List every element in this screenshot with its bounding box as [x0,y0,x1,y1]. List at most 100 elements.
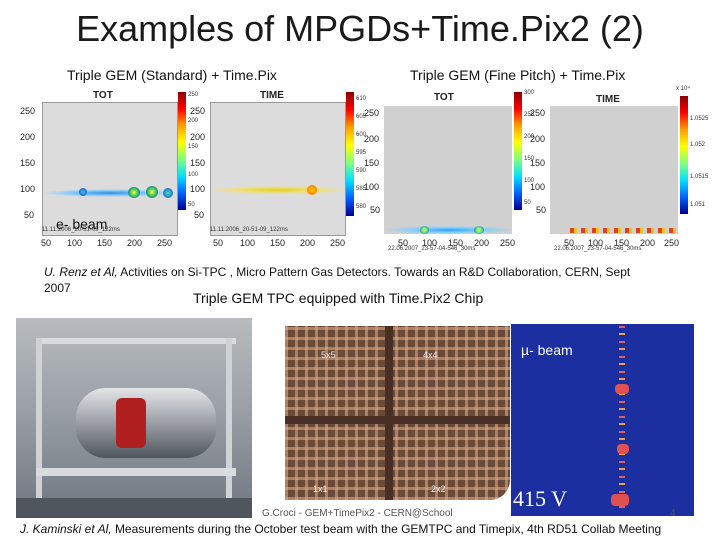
y-tick: 100 [364,182,380,192]
colorbar-tick: 1.0525 [690,116,709,122]
y-tick: 100 [20,184,36,194]
x-tick: 250 [157,238,173,248]
x-tick: 100 [422,238,438,248]
y-tick: 250 [364,108,380,118]
colorbar-tick: 585 [356,186,367,192]
reference-authors: U. Renz et Al, [44,265,118,279]
reference-kaminski: J. Kaminski et Al, Measurements during t… [20,522,661,536]
y-tick: 150 [20,158,36,168]
x-tick: 200 [300,238,316,248]
colorbar-tick: 1.052 [690,142,706,148]
muon-cluster [615,384,629,394]
right-heading: Triple GEM (Fine Pitch) + Time.Pix [410,67,626,83]
x-tick: 100 [240,238,256,248]
hit-cluster [474,226,484,234]
frame-post [36,338,42,508]
tot-plot-title: TOT [93,90,113,101]
x-tick: 50 [213,238,224,248]
y-tick: 50 [194,210,205,220]
page-number: 4 [670,508,676,519]
colorbar-std-time [346,92,354,216]
colorbar-tick: 605 [356,114,367,120]
colorbar-tick: 100 [188,172,199,178]
slide-title: Examples of MPGDs+Time.Pix2 (2) [76,8,644,49]
time-plot-fine [550,106,678,234]
y-tick: 250 [20,106,36,116]
pad-label: 1x1 [313,484,328,494]
hit-cluster [420,226,429,234]
y-tick: 200 [364,134,380,144]
hit-cluster [146,186,158,198]
x-tick: 200 [640,238,656,248]
pad-grid [285,326,510,500]
muon-cluster [611,494,629,506]
tpc-setup-photo [16,318,252,518]
timestamp-std-tot: 11.11.2006_20-51-09_122ms [42,227,120,233]
y-tick: 200 [190,132,206,142]
e-beam-label: e- beam [56,216,108,232]
colorbar-exponent: x 10⁴ [676,86,690,92]
time-plot-std [210,102,346,236]
y-tick: 250 [530,108,546,118]
beam-track-fine-time [570,228,676,233]
x-tick: 250 [500,238,516,248]
y-tick: 100 [190,184,206,194]
y-tick: 200 [530,134,546,144]
colorbar-tick: 250 [188,92,199,98]
tot-plot-title: TOT [434,92,454,103]
colorbar-tick: 595 [356,150,367,156]
colorbar-tick: 200 [524,134,535,140]
pad-label: 2x2 [431,484,446,494]
beam-track-std-tot [43,189,177,197]
red-flange [116,398,146,448]
beam-track-fine-tot [388,226,510,234]
pad-separator [385,326,393,500]
x-tick: 150 [448,238,464,248]
colorbar-std-tot [178,92,186,210]
tot-plot-fine [384,106,512,234]
reference-text: Measurements during the October test bea… [114,522,662,536]
pad-separator [285,416,510,424]
muon-track [619,326,625,512]
frame-rail [36,468,236,476]
y-tick: 50 [536,205,547,215]
colorbar-tick: 1.051 [690,202,706,208]
chip-pads-photo: 5x5 4x4 1x1 2x2 [285,326,510,500]
reference-year: 2007 [44,281,71,295]
y-tick: 50 [370,205,381,215]
x-tick: 250 [664,238,680,248]
x-tick: 50 [398,238,409,248]
colorbar-tick: 50 [524,200,531,206]
timestamp-std-time: 11.11.2006_20-51-09_122ms [210,227,288,233]
y-tick: 250 [190,106,206,116]
y-tick: 150 [364,158,380,168]
colorbar-tick: 150 [188,144,199,150]
fine-pitch-gem-figure: TOT 300 250 200 150 100 50 TIME x 10⁴ 1.… [384,84,714,256]
hit-cluster [163,188,173,198]
muon-cluster [617,444,629,454]
x-tick: 100 [67,238,83,248]
voltage-label: 415 V [513,486,567,511]
beam-track-std-time [211,186,345,194]
left-heading: Triple GEM (Standard) + Time.Pix [67,67,277,83]
pad-label: 5x5 [321,350,336,360]
colorbar-tick: 50 [188,202,195,208]
x-tick: 200 [127,238,143,248]
x-tick: 50 [41,238,52,248]
y-tick: 100 [530,182,546,192]
tpc-caption: Triple GEM TPC equipped with Time.Pix2 C… [193,290,484,306]
mu-beam-label: µ- beam [521,342,573,358]
hit-cluster [307,185,317,195]
colorbar-tick: 100 [524,178,535,184]
x-tick: 250 [330,238,346,248]
tpc-vessel [76,388,216,458]
x-tick: 150 [614,238,630,248]
colorbar-tick: 590 [356,168,367,174]
colorbar-tick: 580 [356,204,367,210]
y-tick: 150 [190,158,206,168]
colorbar-tick: 610 [356,96,367,102]
frame-rail [36,338,236,344]
colorbar-fine-time [680,96,688,214]
tot-plot-std [42,102,178,236]
time-plot-title: TIME [596,94,620,105]
